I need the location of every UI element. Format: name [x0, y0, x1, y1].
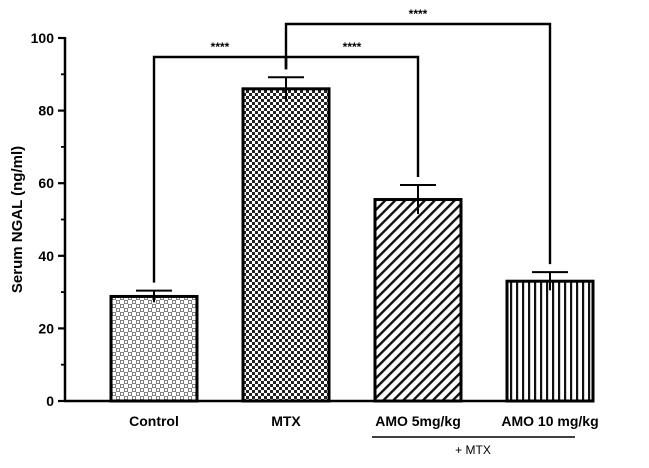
- bar: [241, 87, 331, 403]
- significance-label: ****: [343, 40, 362, 54]
- x-category-label: AMO 5mg/kg: [375, 413, 461, 429]
- bar: [373, 198, 463, 403]
- x-category-label: AMO 10 mg/kg: [501, 413, 598, 429]
- x-axis-labels: Control MTX AMO 5mg/kg AMO 10 mg/kg: [129, 413, 599, 429]
- y-tick-label: 40: [38, 248, 54, 264]
- bar: [109, 294, 199, 403]
- y-axis-ticks: 0 20 40 60 80 100: [31, 30, 65, 409]
- significance-label: ****: [409, 7, 428, 21]
- significance-bracket: [284, 22, 552, 265]
- y-tick-label: 80: [38, 103, 54, 119]
- y-tick-label: 60: [38, 175, 54, 191]
- y-tick-label: 100: [31, 30, 55, 46]
- x-category-label: Control: [129, 413, 179, 429]
- y-axis-title: Serum NGAL (ng/ml): [9, 146, 26, 293]
- y-tick-label: 20: [38, 320, 54, 336]
- x-category-label: MTX: [271, 413, 301, 429]
- bar: [505, 279, 595, 403]
- group-label: + MTX: [455, 443, 491, 457]
- bars-group: [109, 76, 595, 403]
- significance-label: ****: [211, 40, 230, 54]
- significance-brackets: **** **** ****: [152, 7, 552, 283]
- y-tick-label: 0: [46, 393, 54, 409]
